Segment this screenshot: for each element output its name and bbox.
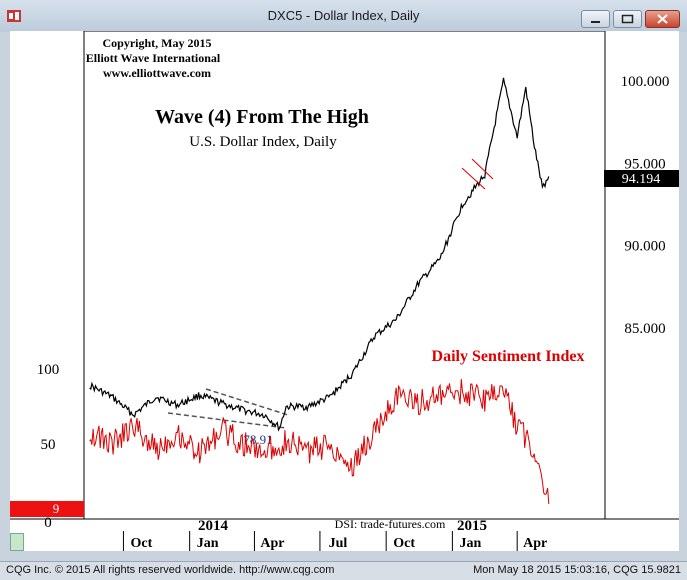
year-2015-label: 2015 <box>457 518 487 534</box>
x-tick-label: Oct <box>131 536 153 551</box>
last-price-label: 94.194 <box>622 172 661 187</box>
channel-line-1 <box>461 167 486 190</box>
x-tick-label: Jul <box>329 536 348 551</box>
minimize-button[interactable] <box>581 10 610 28</box>
maximize-icon <box>621 14 634 24</box>
year-2014-label: 2014 <box>198 518 229 534</box>
low-value-label: 78.91 <box>243 432 272 447</box>
dsi-label: Daily Sentiment Index <box>432 348 585 365</box>
x-tick-label: Apr <box>523 536 547 551</box>
publisher-text: Elliott Wave International <box>86 51 221 65</box>
dsi-source-text: DSI: trade-futures.com <box>335 517 446 531</box>
minimize-icon <box>591 21 600 23</box>
y-tick-label: 95.000 <box>624 156 665 172</box>
dsi-tick-label: 100 <box>37 362 60 378</box>
lower-trendline <box>167 412 287 429</box>
dsi-last-box <box>10 501 84 517</box>
maximize-button[interactable] <box>613 10 642 28</box>
y-tick-label: 85.000 <box>624 321 665 337</box>
close-icon <box>657 14 668 24</box>
copyright-text: Copyright, May 2015 <box>103 36 212 50</box>
x-tick-label: Oct <box>393 536 415 551</box>
chart-svg: Copyright, May 2015 Elliott Wave Interna… <box>10 30 679 551</box>
dsi-axis-ticks: 100 50 0 <box>37 362 60 531</box>
y-tick-label: 100.000 <box>621 74 670 90</box>
website-text: www.elliottwave.com <box>103 66 211 80</box>
chart-area: Copyright, May 2015 Elliott Wave Interna… <box>10 30 679 551</box>
dsi-tick-label: 0 <box>44 515 52 531</box>
channel-line-2 <box>471 158 494 180</box>
dsi-last-label: 9 <box>53 501 60 516</box>
x-tick-label: Apr <box>260 536 284 551</box>
status-bar: CQG Inc. © 2015 All rights reserved worl… <box>0 561 687 580</box>
x-tick-label: Jan <box>459 536 481 551</box>
dsi-series <box>89 379 550 505</box>
last-price-box <box>604 170 679 187</box>
scroll-handle[interactable] <box>10 533 24 551</box>
price-series <box>89 77 550 432</box>
app-icon <box>7 10 21 22</box>
y-axis-ticks: 100.000 95.000 90.000 85.000 <box>621 74 670 337</box>
y-tick-label: 90.000 <box>624 239 665 255</box>
plot-frame <box>83 30 606 520</box>
status-copyright: CQG Inc. © 2015 All rights reserved worl… <box>6 564 335 576</box>
dsi-line <box>89 379 550 505</box>
upper-trendline <box>205 388 289 416</box>
chart-subtitle: U.S. Dollar Index, Daily <box>189 134 337 150</box>
x-tick-label: Jan <box>197 536 219 551</box>
x-axis-ticks: Oct Jan Apr Jul Oct Jan Apr <box>122 531 547 551</box>
chart-title: Wave (4) From The High <box>155 106 369 128</box>
dsi-tick-label: 50 <box>41 437 56 453</box>
close-button[interactable] <box>645 10 680 28</box>
window-title: DXC5 - Dollar Index, Daily <box>267 8 420 23</box>
price-line <box>89 77 550 432</box>
window-titlebar: DXC5 - Dollar Index, Daily <box>0 0 687 32</box>
status-timestamp: Mon May 18 2015 15:03:16, CQG 15.9821 <box>473 564 681 576</box>
